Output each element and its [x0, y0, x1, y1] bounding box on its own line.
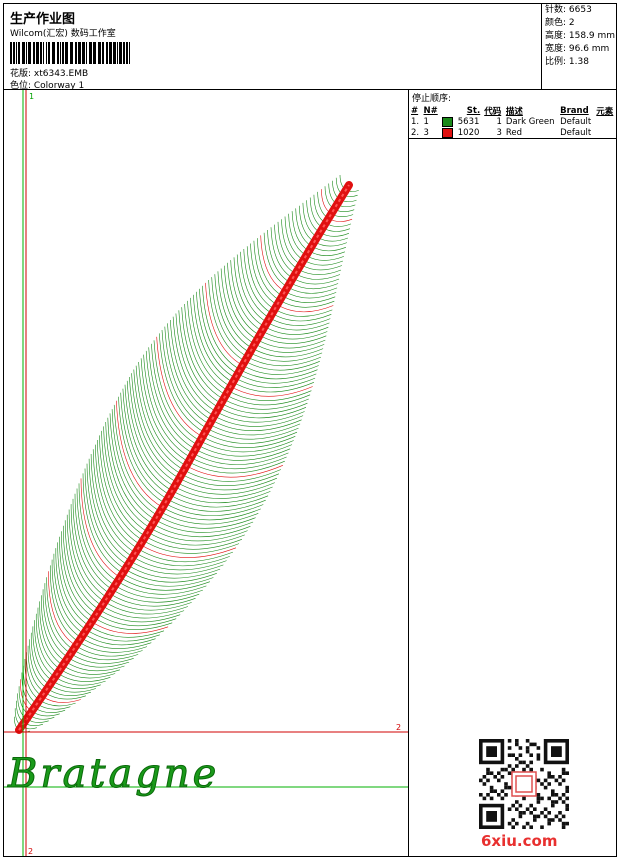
panel-divider	[409, 138, 616, 139]
qr-code-icon	[479, 739, 569, 829]
marker-bottom: 2	[28, 847, 33, 856]
row-needle: 3	[423, 127, 429, 138]
marker-right: 2	[396, 723, 401, 732]
col-stitches: St.	[466, 106, 481, 116]
stop-sequence-caption: 停止顺序:	[412, 94, 452, 104]
stop-sequence-panel: 停止顺序: # N# St. 代码 描述 Brand 元素 1. 1	[409, 90, 616, 139]
col-element: 元素	[596, 107, 614, 117]
col-swatch	[440, 105, 455, 117]
stop-sequence-table: # N# St. 代码 描述 Brand 元素 1. 1 5631 1	[409, 105, 616, 138]
watermark: 6xiu.com	[481, 832, 558, 850]
row-stitches: 1020	[457, 127, 480, 138]
design-preview: 1 2 2 Bratagne	[4, 90, 409, 856]
marker-top: 1	[29, 92, 34, 101]
studio-name: Wilcom(汇宏) 数码工作室	[10, 29, 116, 39]
feather-rachis-stitches	[18, 184, 350, 731]
col-brand: Brand	[560, 106, 589, 116]
design-width: 宽度: 96.6 mm	[545, 44, 610, 54]
color-swatch-red	[442, 127, 454, 138]
col-code: 代码	[484, 107, 502, 117]
color-swatch-green	[442, 117, 454, 127]
row-description: Dark Green	[505, 117, 555, 128]
color-count: 颜色: 2	[545, 18, 575, 28]
embroidery-canvas: 1 2 2 Bratagne	[4, 90, 408, 856]
design-height: 高度: 158.9 mm	[545, 31, 616, 41]
design-scale: 比例: 1.38	[545, 57, 589, 67]
col-index: #	[411, 106, 419, 116]
table-row: 2. 3 1020 3 Red Default	[409, 127, 616, 139]
row-code: 3	[496, 127, 502, 138]
row-brand: Default	[560, 117, 592, 128]
table-row: 1. 1 5631 1 Dark Green Default	[409, 117, 616, 128]
row-index: 1.	[411, 117, 420, 128]
barcode	[10, 42, 130, 64]
row-description: Red	[505, 127, 523, 138]
stitch-count: 针数: 6653	[545, 5, 592, 15]
design-lettering: Bratagne	[7, 751, 219, 797]
production-sheet: 生产作业图 Wilcom(汇宏) 数码工作室 花版: xt6343.EMB 色位…	[3, 3, 617, 857]
header-divider	[4, 89, 616, 90]
row-brand: Default	[560, 127, 592, 138]
col-description: 描述	[505, 107, 523, 117]
row-needle: 1	[423, 117, 429, 128]
row-code: 1	[496, 117, 502, 128]
row-index: 2.	[411, 127, 420, 138]
design-file: 花版: xt6343.EMB	[10, 69, 89, 79]
row-stitches: 5631	[457, 117, 480, 128]
colorway: 色位: Colorway 1	[10, 81, 85, 91]
stats-panel: 针数: 6653 颜色: 2 高度: 158.9 mm 宽度: 96.6 mm …	[541, 4, 619, 89]
sheet-title: 生产作业图	[10, 12, 76, 27]
col-needle: N#	[423, 106, 438, 116]
